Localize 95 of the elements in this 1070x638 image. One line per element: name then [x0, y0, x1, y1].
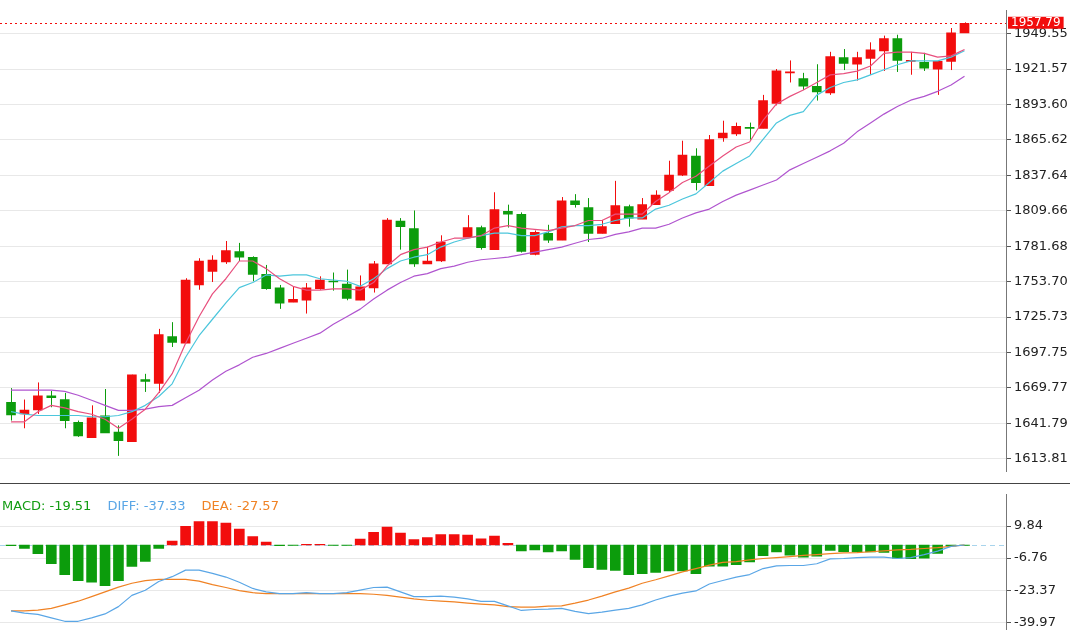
- bar: [610, 544, 621, 571]
- bar: [596, 544, 608, 570]
- candlestick: [6, 387, 16, 422]
- bar: [717, 544, 729, 567]
- candlestick: [59, 392, 70, 429]
- bar: [19, 544, 30, 549]
- candlestick: [503, 204, 513, 229]
- y-tick-label: -6.76: [1014, 549, 1048, 565]
- bar: [824, 544, 836, 551]
- bar: [677, 544, 688, 572]
- bar: [704, 544, 715, 567]
- bar: [448, 534, 460, 546]
- bar: [516, 544, 527, 552]
- y-tick-label: 1893.60: [1014, 95, 1068, 111]
- candlestick: [717, 120, 728, 143]
- candlestick: [33, 381, 43, 415]
- bar: [583, 544, 594, 569]
- text: DIFF: -37.33: [107, 498, 186, 514]
- bar: [207, 521, 218, 546]
- candlestick: [207, 254, 218, 283]
- y-tick-label: 1641.79: [1014, 414, 1068, 430]
- bar: [126, 544, 138, 567]
- bar: [798, 544, 809, 558]
- candlestick: [865, 41, 876, 76]
- y-tick-label: 1809.66: [1014, 202, 1068, 218]
- candlestick: [838, 48, 849, 71]
- bar: [650, 544, 661, 573]
- y-tick-label: 1697.75: [1014, 343, 1068, 359]
- y-tick-label: 1725.73: [1014, 308, 1068, 324]
- candlestick: [140, 373, 151, 393]
- bar: [489, 535, 500, 546]
- bar: [771, 544, 782, 553]
- candlestick: [476, 225, 486, 251]
- bar: [247, 536, 259, 546]
- y-tick-label: 1753.70: [1014, 273, 1068, 289]
- bar: [99, 544, 111, 586]
- bar: [744, 544, 755, 563]
- bar: [32, 544, 44, 555]
- bar: [556, 544, 567, 552]
- bar: [811, 544, 823, 557]
- y-tick-label: 1837.64: [1014, 166, 1068, 182]
- candlestick: [664, 160, 674, 193]
- candlestick: [919, 52, 930, 72]
- bar: [368, 531, 379, 546]
- bar: [757, 544, 769, 556]
- candlestick: [261, 264, 271, 291]
- candlestick: [879, 35, 889, 72]
- bar: [72, 544, 84, 582]
- y-tick-label: 1781.68: [1014, 237, 1068, 253]
- bar: [838, 544, 849, 553]
- candlestick: [247, 255, 258, 282]
- y-tick-label: -23.37: [1014, 581, 1056, 597]
- y-tick-label: 1669.77: [1014, 379, 1068, 395]
- candlestick: [113, 424, 124, 457]
- candlestick: [677, 140, 688, 177]
- bar: [462, 534, 473, 546]
- bar: [381, 526, 393, 546]
- bar: [354, 538, 366, 546]
- bar: [636, 544, 648, 575]
- bar: [422, 537, 433, 546]
- y-tick-label: 1921.57: [1014, 60, 1068, 76]
- bar: [408, 539, 420, 546]
- y-tick-label: -39.97: [1014, 613, 1056, 629]
- bar: [395, 532, 406, 546]
- bar: [139, 544, 151, 562]
- y-tick-label: 1865.62: [1014, 131, 1068, 147]
- bar: [529, 544, 541, 551]
- candlestick: [543, 224, 554, 244]
- bar: [569, 544, 581, 560]
- text: MACD: -19.51: [2, 498, 92, 514]
- bar: [153, 544, 165, 549]
- candlestick: [811, 63, 822, 102]
- bar: [475, 538, 487, 546]
- bar: [435, 534, 447, 546]
- bar: [180, 525, 191, 546]
- text: DEA: -27.57: [201, 498, 279, 514]
- candlestick: [221, 240, 231, 265]
- bar: [623, 544, 635, 575]
- bar: [113, 544, 124, 582]
- bar: [193, 521, 205, 546]
- bar: [45, 544, 57, 564]
- bar: [220, 522, 232, 546]
- bar: [542, 544, 554, 553]
- bar: [233, 528, 245, 546]
- y-tick-label: 1613.81: [1014, 450, 1068, 466]
- bar: [730, 544, 742, 566]
- bar: [86, 544, 97, 583]
- bar: [59, 544, 71, 575]
- candlestick: [852, 51, 862, 82]
- bar: [663, 544, 675, 572]
- candlestick: [167, 321, 177, 348]
- candlestick: [86, 404, 97, 439]
- candlestick: [234, 242, 245, 262]
- y-tick-label: 9.84: [1014, 517, 1043, 533]
- candlestick: [341, 269, 352, 301]
